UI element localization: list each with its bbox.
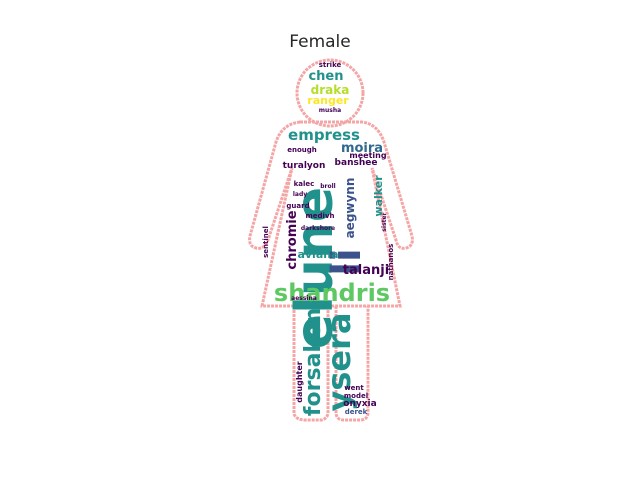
cloud-word: daughter (295, 361, 304, 402)
cloud-word: moira (341, 141, 383, 156)
head-outline (295, 58, 365, 128)
cloud-word: walker (372, 175, 385, 217)
cloud-word: ysera (320, 313, 358, 412)
cloud-word: chen (308, 69, 343, 84)
cloud-word: sentinel (262, 226, 270, 258)
cloud-word: sister (381, 212, 388, 231)
cloud-word: elune (285, 187, 345, 349)
cloud-word: lady (293, 191, 307, 198)
cloud-word: shandris (274, 279, 390, 307)
cloud-word: meeting (349, 151, 386, 160)
cloud-word: enough (287, 146, 317, 154)
cloud-word: chromie (285, 210, 300, 269)
cloud-word: empress (288, 126, 360, 144)
cloud-word: model (344, 392, 368, 400)
cloud-word: strike (319, 61, 342, 69)
cloud-word: aessina (291, 295, 317, 302)
cloud-word: banshee (335, 158, 378, 168)
female-silhouette-outline (248, 58, 414, 422)
right-leg-outline (334, 306, 370, 422)
left-leg-outline (292, 306, 330, 422)
cloud-word: kalec (294, 180, 315, 188)
cloud-word: nathanos (387, 244, 395, 281)
cloud-word: li (324, 248, 370, 275)
cloud-word: broll (320, 183, 336, 190)
body-outline (248, 120, 414, 308)
cloud-word: musha (319, 107, 341, 114)
chart-title: Female (289, 32, 351, 52)
cloud-word: onyxia (343, 399, 376, 409)
cloud-word: went (344, 384, 364, 392)
cloud-word: medivh (306, 212, 335, 220)
cloud-word: guard (286, 202, 309, 210)
cloud-word: draka (311, 83, 350, 97)
cloud-word: darkshore (301, 225, 335, 232)
cloud-word: derek (345, 408, 368, 416)
cloud-word: aegwynn (343, 178, 357, 239)
cloud-word: forsaken (301, 308, 326, 416)
cloud-word: ranger (307, 94, 349, 107)
cloud-word: aviana (297, 248, 338, 261)
cloud-word: turalyon (283, 161, 326, 171)
cloud-word: talanji (343, 263, 389, 278)
